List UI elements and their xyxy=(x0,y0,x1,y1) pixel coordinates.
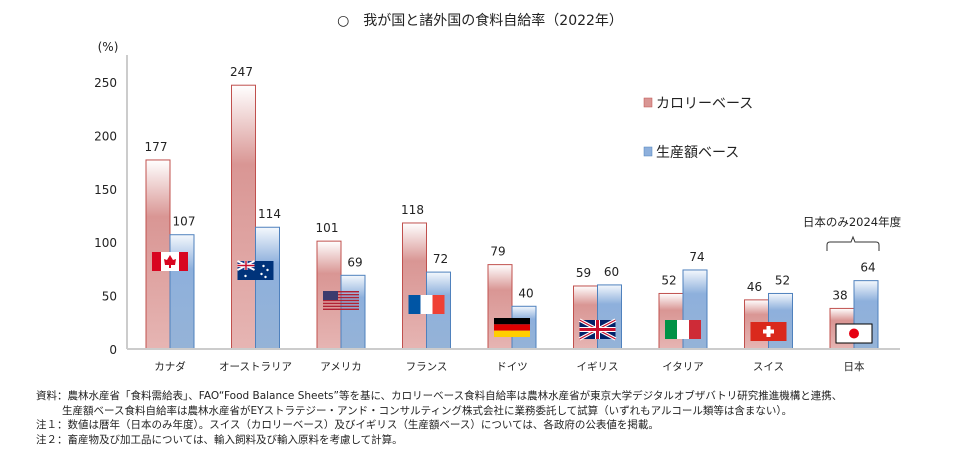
data-label: 74 xyxy=(689,250,704,264)
data-label: 114 xyxy=(258,207,281,221)
australia-flag-icon xyxy=(244,274,247,278)
canada-flag-icon xyxy=(152,252,161,271)
australia-flag-icon xyxy=(237,261,255,270)
germany-flag-icon xyxy=(494,318,530,325)
data-label: 177 xyxy=(145,140,168,154)
legend-swatch xyxy=(643,97,653,108)
italy-flag-icon xyxy=(665,320,677,339)
usa-flag-icon xyxy=(323,296,359,299)
australia-flag-icon xyxy=(266,268,269,272)
x-tick-label: オーストラリア xyxy=(219,361,292,373)
x-tick-label: イタリア xyxy=(662,361,704,373)
bar-production xyxy=(255,226,280,350)
bar-calorie xyxy=(231,84,256,350)
switzerland-flag-icon xyxy=(763,329,774,334)
data-label: 52 xyxy=(775,273,790,287)
data-label: 247 xyxy=(230,65,253,79)
france-flag-icon xyxy=(408,295,421,314)
canada-flag-icon xyxy=(164,255,176,268)
australia-flag-icon xyxy=(264,275,267,279)
usa-flag-icon xyxy=(323,291,338,300)
usa-flag-icon xyxy=(323,293,359,296)
y-tick-label: 100 xyxy=(94,236,117,250)
x-tick-label: カナダ xyxy=(154,360,186,373)
data-label: 118 xyxy=(401,203,424,217)
x-tick-label: アメリカ xyxy=(320,361,361,373)
bar-calorie xyxy=(573,285,598,350)
y-tick-label: 50 xyxy=(102,290,117,304)
y-axis-label: (%) xyxy=(98,40,119,54)
legend-label: 生産額ベース xyxy=(656,145,739,161)
data-label: 79 xyxy=(490,245,505,259)
annotation-text: 日本のみ2024年度 xyxy=(803,215,902,229)
france-flag-icon xyxy=(432,295,445,314)
x-tick-label: 日本 xyxy=(844,360,865,373)
legend-label: カロリーベース xyxy=(656,96,753,112)
data-label: 46 xyxy=(747,280,762,294)
data-label: 59 xyxy=(576,266,591,280)
x-tick-label: スイス xyxy=(753,361,784,373)
data-label: 72 xyxy=(433,252,448,266)
usa-flag-icon xyxy=(323,305,359,308)
data-label: 101 xyxy=(316,221,339,235)
usa-flag-icon xyxy=(323,302,359,305)
data-label: 107 xyxy=(173,215,196,229)
uk-flag-icon xyxy=(579,320,616,339)
bar-production xyxy=(340,274,366,350)
data-label: 40 xyxy=(518,286,533,300)
germany-flag-icon xyxy=(494,324,530,331)
x-tick-label: フランス xyxy=(406,361,448,373)
germany-flag-icon xyxy=(494,330,530,337)
y-tick-label: 0 xyxy=(109,343,117,357)
data-label: 64 xyxy=(860,261,875,275)
note-2: 注２：畜産物及び加工品については、輸入飼料及び輸入原料を考慮して計算。 xyxy=(36,433,403,446)
bar-calorie xyxy=(402,222,427,350)
bar-chart: (%) 0 50 100 150 200 250 177 107 カナダ 247 114 オーストラリア… xyxy=(94,40,902,373)
usa-flag-icon xyxy=(323,308,359,310)
usa-flag-icon xyxy=(323,291,359,293)
bar-production xyxy=(169,234,195,350)
australia-flag-icon xyxy=(260,272,263,276)
legend-swatch xyxy=(643,146,653,157)
y-tick-label: 250 xyxy=(94,76,117,90)
data-label: 69 xyxy=(347,255,362,269)
annotation-bracket xyxy=(826,235,880,251)
note-1: 注１：数値は暦年（日本のみ年度）。スイス（カロリーベース）及びイギリス（生産額ベ… xyxy=(36,419,659,431)
italy-flag-icon xyxy=(689,320,701,339)
data-label: 52 xyxy=(661,273,676,287)
italy-flag-icon xyxy=(677,320,689,339)
data-label: 60 xyxy=(604,265,619,279)
note-source-cont: 生産額ベース食料自給率は農林水産省がEYストラテジー・アンド・コンサルティング株… xyxy=(62,404,793,417)
japan-flag-icon xyxy=(849,328,859,339)
footnotes: 資料：農林水産省「食料需給表」、FAO“Food Balance Sheets”… xyxy=(36,389,842,447)
y-tick-label: 150 xyxy=(94,183,117,197)
x-tick-label: イギリス xyxy=(577,361,619,373)
france-flag-icon xyxy=(420,295,433,314)
usa-flag-icon xyxy=(323,299,359,302)
y-tick-label: 200 xyxy=(94,129,117,143)
bar-production xyxy=(597,284,622,350)
canada-flag-icon xyxy=(179,252,188,271)
x-tick-label: ドイツ xyxy=(496,361,528,373)
data-label: 38 xyxy=(832,288,847,302)
note-source: 資料：農林水産省「食料需給表」、FAO“Food Balance Sheets”… xyxy=(36,390,843,402)
chart-title: ○ 我が国と諸外国の食料自給率（2022年） xyxy=(337,13,623,29)
australia-flag-icon xyxy=(262,264,265,268)
